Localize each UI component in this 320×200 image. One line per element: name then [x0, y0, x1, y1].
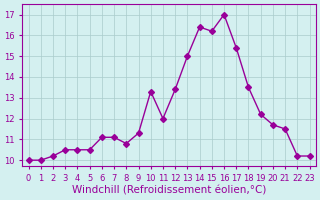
X-axis label: Windchill (Refroidissement éolien,°C): Windchill (Refroidissement éolien,°C)	[72, 186, 266, 196]
